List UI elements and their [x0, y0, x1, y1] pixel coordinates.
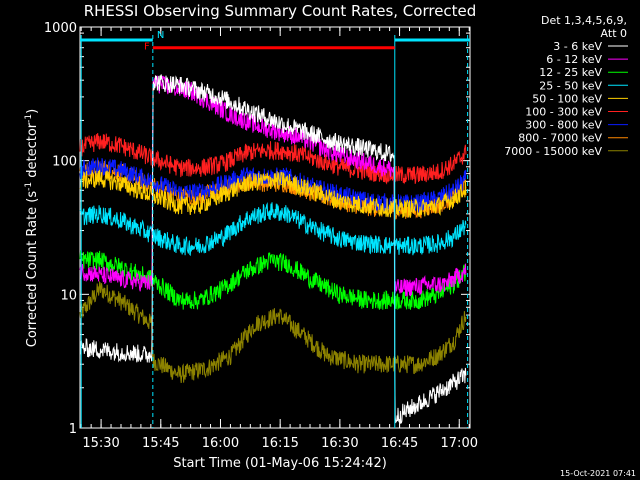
- x-axis: 15:30 15:45 16:00 16:15 16:30 16:45 17:00: [80, 27, 478, 451]
- x-tick-label: 15:45: [142, 436, 179, 451]
- legend-label: 3 - 6 keV: [553, 40, 602, 53]
- y-axis: 1 10 100 1000: [44, 21, 470, 437]
- y-tick-label: 10: [60, 288, 77, 303]
- y-tick-label: 100: [52, 155, 77, 170]
- legend-header: Det 1,3,4,5,6,9,: [541, 14, 627, 27]
- x-tick-label: 16:45: [381, 436, 418, 451]
- chart-title: RHESSI Observing Summary Count Rates, Co…: [84, 2, 477, 20]
- x-tick-label: 15:30: [82, 436, 119, 451]
- y-axis-label-sup1: -1: [24, 182, 34, 191]
- flag-label: F: [144, 42, 150, 53]
- legend-label: 7000 - 15000 keV: [504, 145, 602, 158]
- series-line: [79, 157, 467, 213]
- legend-label: 800 - 7000 keV: [518, 132, 602, 145]
- legend-label: 6 - 12 keV: [546, 53, 602, 66]
- legend-label: 300 - 800 keV: [525, 119, 602, 132]
- series-line: [79, 75, 467, 297]
- y-tick-label: 1000: [44, 21, 77, 36]
- legend-label: 50 - 100 keV: [532, 92, 602, 105]
- legend-header: Att 0: [601, 27, 627, 40]
- y-axis-label-mid: detector: [25, 122, 40, 182]
- y-axis-label-end: ): [25, 109, 40, 114]
- x-axis-label: Start Time (01-May-06 15:24:42): [173, 456, 387, 471]
- x-tick-label: 16:30: [321, 436, 358, 451]
- series-line: [79, 132, 467, 185]
- series-line: [79, 201, 467, 257]
- legend-label: 12 - 25 keV: [539, 66, 602, 79]
- plot-frame: [79, 26, 471, 429]
- x-tick-label: 17:00: [441, 436, 478, 451]
- y-axis-label-sup2: -1: [24, 114, 34, 123]
- flag-label: N: [157, 30, 164, 41]
- y-axis-label: Corrected Count Rate (s-1 detector-1): [24, 109, 40, 347]
- legend-label: 100 - 300 keV: [525, 106, 602, 119]
- series-line: [79, 280, 467, 384]
- y-tick-label: 1: [69, 422, 77, 437]
- x-tick-label: 16:15: [261, 436, 298, 451]
- footer-date: 15-Oct-2021 07:41: [560, 469, 636, 478]
- plot-area: FN: [79, 30, 470, 428]
- series-line: [79, 169, 467, 219]
- y-axis-label-main: Corrected Count Rate (s: [25, 191, 40, 348]
- x-tick-label: 16:00: [202, 436, 239, 451]
- legend-label: 25 - 50 keV: [539, 79, 602, 92]
- series-line: [79, 74, 467, 424]
